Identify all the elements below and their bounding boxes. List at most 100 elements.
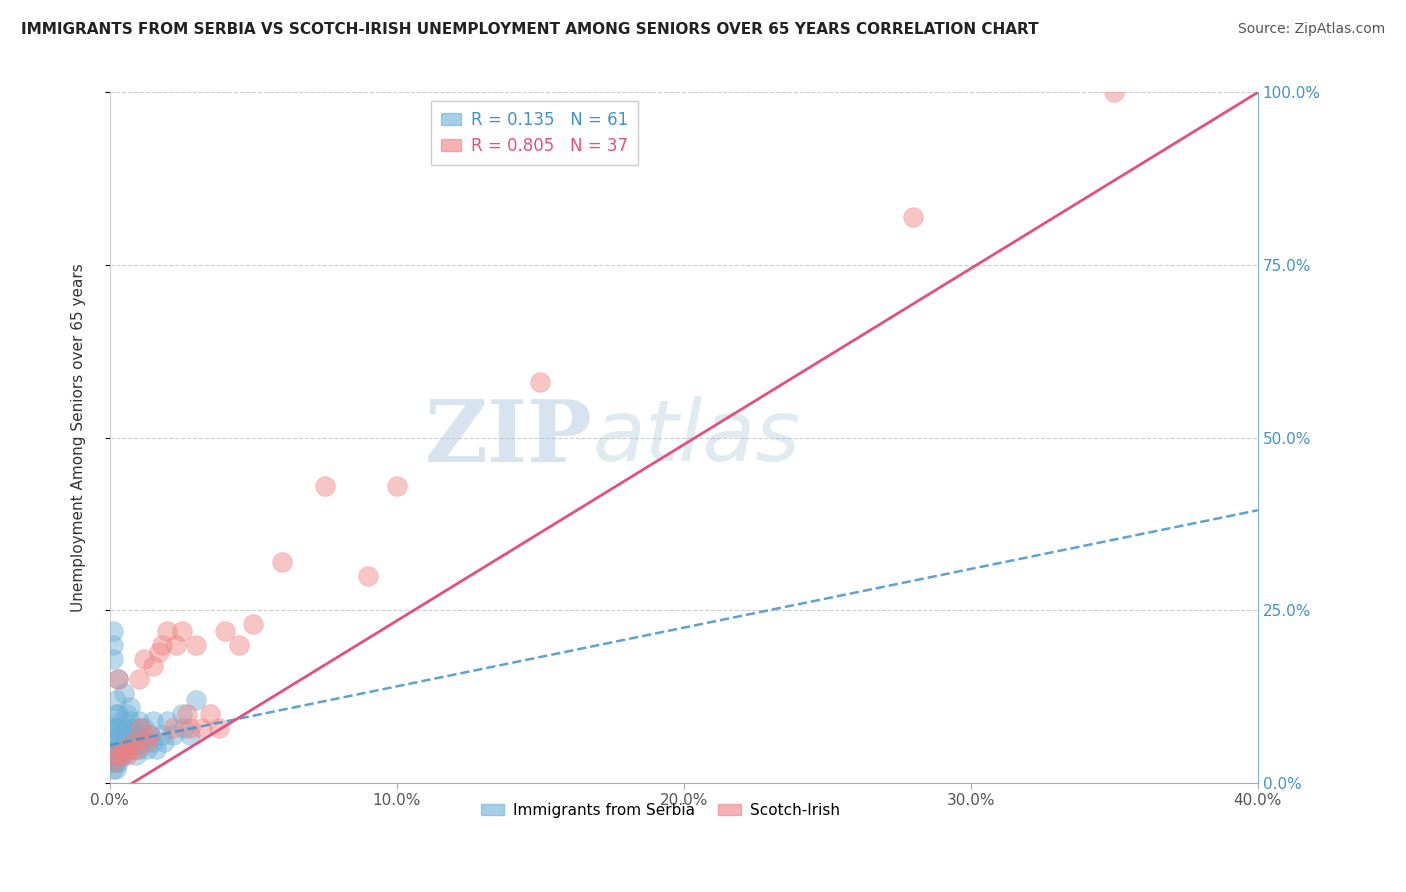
Point <box>128 728 150 742</box>
Point <box>162 728 184 742</box>
Point <box>118 700 141 714</box>
Point <box>153 734 176 748</box>
Point <box>101 756 124 770</box>
Point <box>139 728 162 742</box>
Point <box>110 728 132 742</box>
Point <box>110 741 132 756</box>
Point <box>139 728 162 742</box>
Text: Source: ZipAtlas.com: Source: ZipAtlas.com <box>1237 22 1385 37</box>
Point <box>115 728 138 742</box>
Point <box>156 714 179 728</box>
Point <box>357 569 380 583</box>
Point <box>150 728 173 742</box>
Point <box>110 748 132 763</box>
Point <box>101 638 124 652</box>
Point <box>131 721 153 735</box>
Point <box>104 756 127 770</box>
Y-axis label: Unemployment Among Seniors over 65 years: Unemployment Among Seniors over 65 years <box>72 263 86 612</box>
Point <box>208 721 231 735</box>
Point <box>136 741 159 756</box>
Point <box>529 376 551 390</box>
Point <box>184 638 207 652</box>
Point <box>170 624 193 639</box>
Point <box>112 748 135 763</box>
Point <box>104 762 127 776</box>
Point <box>101 721 124 735</box>
Point <box>125 748 148 763</box>
Point <box>131 734 153 748</box>
Point <box>128 714 150 728</box>
Point <box>104 748 127 763</box>
Point <box>385 479 408 493</box>
Legend: Immigrants from Serbia, Scotch-Irish: Immigrants from Serbia, Scotch-Irish <box>475 797 846 823</box>
Point <box>104 693 127 707</box>
Point <box>112 686 135 700</box>
Point <box>128 741 150 756</box>
Point <box>121 734 143 748</box>
Point <box>115 741 138 756</box>
Point <box>134 721 156 735</box>
Point <box>148 645 170 659</box>
Point <box>112 734 135 748</box>
Point <box>104 734 127 748</box>
Point <box>125 741 148 756</box>
Point <box>101 756 124 770</box>
Point <box>107 756 129 770</box>
Point <box>228 638 250 652</box>
Point <box>101 762 124 776</box>
Point <box>125 728 148 742</box>
Point <box>104 741 127 756</box>
Point <box>179 728 201 742</box>
Point <box>112 721 135 735</box>
Point <box>150 638 173 652</box>
Point <box>214 624 236 639</box>
Point <box>156 624 179 639</box>
Point <box>107 734 129 748</box>
Point <box>118 734 141 748</box>
Point <box>271 555 294 569</box>
Point <box>101 624 124 639</box>
Point <box>107 706 129 721</box>
Point <box>118 714 141 728</box>
Point <box>142 714 165 728</box>
Point <box>165 638 187 652</box>
Point <box>176 706 198 721</box>
Point <box>101 748 124 763</box>
Point <box>190 721 212 735</box>
Point <box>162 721 184 735</box>
Point <box>242 617 264 632</box>
Point <box>121 721 143 735</box>
Point <box>173 721 195 735</box>
Point <box>107 673 129 687</box>
Point <box>128 721 150 735</box>
Point <box>104 748 127 763</box>
Point <box>115 748 138 763</box>
Point <box>107 673 129 687</box>
Point <box>107 741 129 756</box>
Point <box>128 673 150 687</box>
Point <box>110 714 132 728</box>
Point <box>101 651 124 665</box>
Point <box>136 734 159 748</box>
Point <box>314 479 336 493</box>
Point <box>118 741 141 756</box>
Point <box>110 748 132 763</box>
Text: IMMIGRANTS FROM SERBIA VS SCOTCH-IRISH UNEMPLOYMENT AMONG SENIORS OVER 65 YEARS : IMMIGRANTS FROM SERBIA VS SCOTCH-IRISH U… <box>21 22 1039 37</box>
Point <box>104 706 127 721</box>
Point <box>101 741 124 756</box>
Point <box>142 658 165 673</box>
Point <box>142 734 165 748</box>
Point <box>101 728 124 742</box>
Point <box>115 706 138 721</box>
Point <box>1104 86 1126 100</box>
Point <box>121 741 143 756</box>
Point <box>184 693 207 707</box>
Point <box>179 721 201 735</box>
Point <box>112 741 135 756</box>
Text: ZIP: ZIP <box>425 396 592 480</box>
Point <box>903 210 925 224</box>
Point <box>170 706 193 721</box>
Point <box>200 706 222 721</box>
Point <box>145 741 167 756</box>
Text: atlas: atlas <box>592 396 800 479</box>
